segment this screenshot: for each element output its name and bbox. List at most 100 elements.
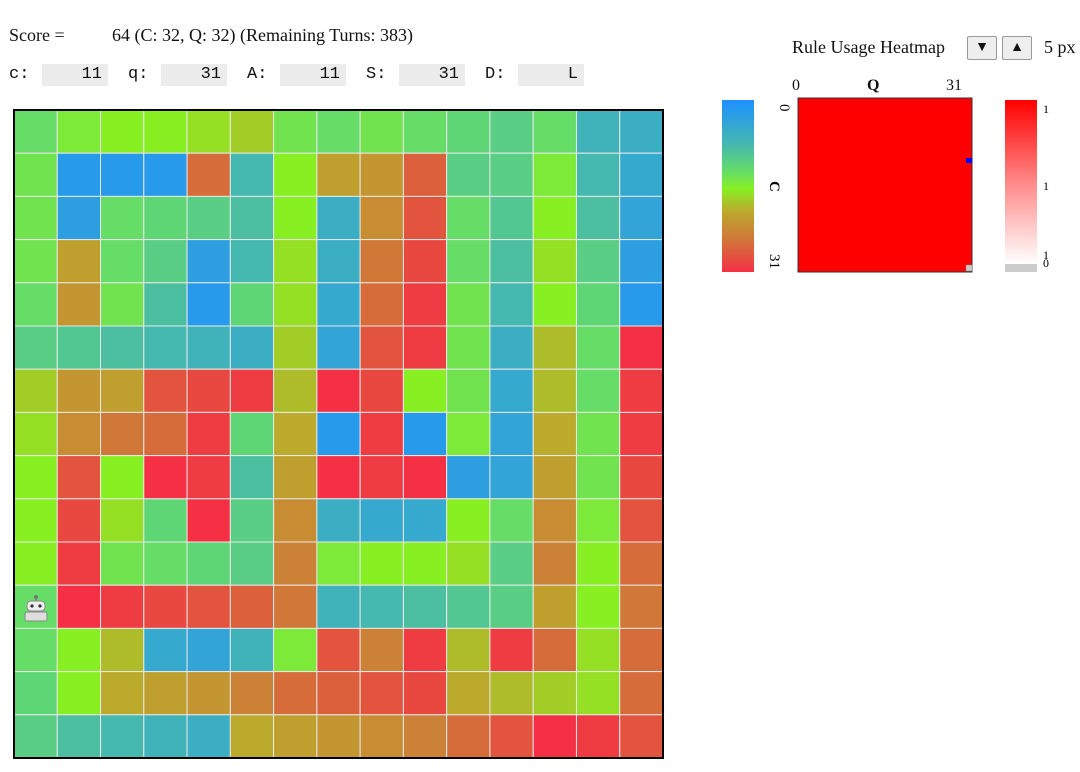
board-cell [100,541,145,586]
board-cell [143,325,188,370]
board-cell [273,325,318,370]
board-cell [316,627,361,673]
board-cell [229,627,275,673]
q-label: Q [867,77,880,94]
board-cell [402,627,448,673]
board-cell [100,239,145,284]
usage-bar-zero [1005,264,1037,272]
board-cell [100,498,145,543]
board-cell [532,152,577,197]
board-cell [359,584,404,629]
board-cell [359,627,404,673]
board-cell [273,195,318,241]
board-cell [489,368,534,413]
board-cell [532,584,577,629]
board-cell [56,195,102,241]
board-cell [532,282,577,327]
board-cell [229,498,275,543]
board-cell [273,411,318,457]
board-cell [402,325,448,370]
board-cell [229,714,275,759]
board-cell [273,541,318,586]
board-cell [489,714,534,759]
board-cell [532,541,577,586]
down-button[interactable]: ▼ [967,36,997,60]
board-cell [100,627,145,673]
board-cell [575,541,621,586]
field-input[interactable]: L [518,64,584,86]
board-cell [273,152,318,197]
board-cell [446,411,491,457]
board-cell [619,195,664,241]
board-cell [273,282,318,327]
board-cell [186,541,231,586]
board-cell [446,584,491,629]
board-cell [402,195,448,241]
board-cell [359,714,404,759]
board-cell [619,671,664,716]
board-cell [532,714,577,759]
heatmap-marker [966,158,972,163]
board-cell [619,541,664,586]
board-cell [316,239,361,284]
board-cell [402,671,448,716]
colorbar-top: 0 [776,104,792,112]
board-cell [143,109,188,154]
board-cell [316,282,361,327]
field-input[interactable]: 11 [280,64,346,86]
usage-label: 1 [1043,102,1049,116]
board-cell [229,152,275,197]
up-button[interactable]: ▲ [1002,36,1032,60]
board-cell [446,195,491,241]
board-cell [316,584,361,629]
board-cell [316,541,361,586]
board-cell [575,584,621,629]
field-label: A: [247,65,268,84]
board-cell [13,152,58,197]
board-cell [489,541,534,586]
board-cell [143,671,188,716]
board-cell [229,325,275,370]
board-cell [56,368,102,413]
board-cell [532,325,577,370]
board-cell [619,325,664,370]
board-cell [316,714,361,759]
board-cell [229,671,275,716]
board-cell [100,325,145,370]
field-input[interactable]: 31 [399,64,465,86]
board-cell [575,152,621,197]
board [13,109,664,759]
board-cell [186,671,231,716]
board-cell [143,584,188,629]
robot [24,595,48,622]
board-cell [229,239,275,284]
board-cell [13,109,58,154]
board-cell [229,541,275,586]
field-input[interactable]: 31 [161,64,227,86]
field-input[interactable]: 11 [42,64,108,86]
heatmap-title: Rule Usage Heatmap [792,37,945,57]
board-cell [273,368,318,413]
board-cell [359,455,404,500]
board-cell [575,671,621,716]
board-cell [56,109,102,154]
board-cell [489,627,534,673]
q-end: 31 [946,77,962,94]
board-cell [229,109,275,154]
board-cell [273,498,318,543]
board-cell [186,152,231,197]
field-label: D: [485,65,506,84]
board-cell [489,584,534,629]
board-cell [402,109,448,154]
board-cell [532,368,577,413]
board-cell [143,541,188,586]
board-cell [13,671,58,716]
board-cell [532,195,577,241]
board-cell [402,411,448,457]
field-label: q: [128,65,149,84]
board-cell [575,714,621,759]
board-cell [575,195,621,241]
field-label: S: [366,65,387,84]
board-cell [186,411,231,457]
